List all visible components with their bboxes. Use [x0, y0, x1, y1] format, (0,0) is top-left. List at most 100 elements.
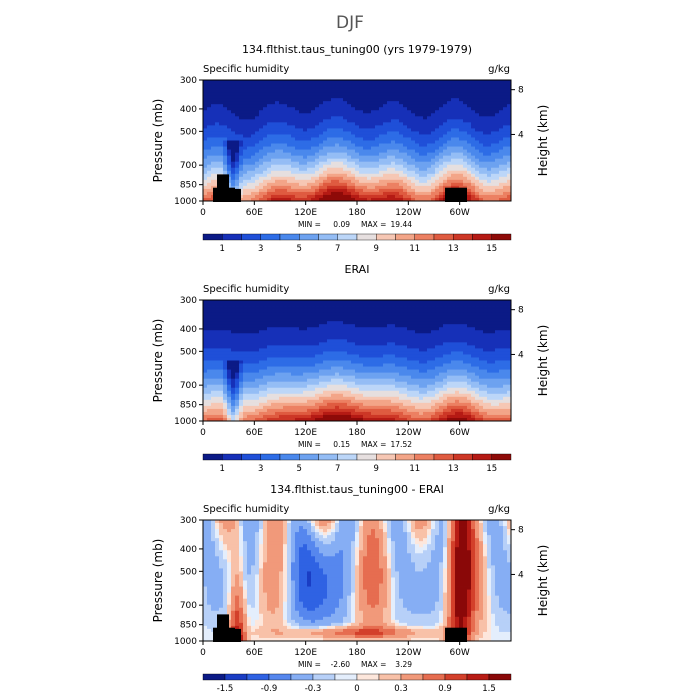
- field-cell: [327, 104, 332, 108]
- field-cell: [347, 315, 352, 319]
- field-cell: [387, 128, 392, 132]
- field-cell: [219, 402, 224, 407]
- terrain-block: [235, 188, 241, 202]
- field-cell: [235, 137, 240, 141]
- field-cell: [335, 408, 340, 413]
- field-cell: [295, 312, 300, 316]
- field-cell: [307, 375, 312, 380]
- field-cell: [379, 134, 384, 138]
- field-cell: [331, 185, 336, 190]
- field-cell: [283, 191, 288, 196]
- field-cell: [323, 363, 328, 367]
- field-cell: [243, 110, 248, 114]
- field-cell: [235, 309, 240, 313]
- field-cell: [263, 390, 268, 395]
- field-cell: [503, 161, 508, 166]
- field-cell: [207, 321, 212, 325]
- field-cell: [219, 351, 224, 355]
- field-cell: [247, 321, 252, 325]
- field-cell: [339, 146, 344, 150]
- field-cell: [203, 173, 208, 178]
- field-cell: [423, 188, 428, 193]
- field-cell: [271, 194, 276, 199]
- field-cell: [331, 188, 336, 193]
- field-cell: [359, 194, 364, 199]
- field-cell: [223, 131, 228, 135]
- field-cell: [347, 182, 352, 187]
- field-cell: [491, 185, 496, 190]
- field-cell: [407, 164, 412, 169]
- field-cell: [211, 92, 216, 96]
- field-cell: [279, 161, 284, 166]
- field-cell: [259, 327, 264, 331]
- field-cell: [323, 387, 328, 392]
- field-cell: [263, 387, 268, 392]
- field-cell: [487, 95, 492, 99]
- field-cell: [287, 116, 292, 120]
- field-cell: [323, 197, 328, 202]
- field-cell: [247, 303, 252, 307]
- field-cell: [487, 128, 492, 132]
- field-cell: [483, 119, 488, 123]
- field-cell: [227, 393, 232, 398]
- field-cell: [275, 378, 280, 383]
- field-cell: [303, 182, 308, 187]
- field-cell: [331, 390, 336, 395]
- field-cell: [307, 345, 312, 349]
- field-cell: [223, 336, 228, 340]
- field-cell: [463, 152, 468, 157]
- field-cell: [419, 188, 424, 193]
- field-cell: [275, 113, 280, 117]
- field-cell: [427, 110, 432, 114]
- field-cell: [375, 191, 380, 196]
- field-cell: [287, 80, 292, 84]
- field-cell: [259, 306, 264, 310]
- field-cell: [235, 158, 240, 163]
- field-cell: [239, 360, 244, 364]
- field-cell: [415, 122, 420, 126]
- field-cell: [323, 140, 328, 144]
- field-cell: [351, 345, 356, 349]
- field-cell: [215, 170, 220, 175]
- field-cell: [387, 176, 392, 181]
- field-cell: [251, 179, 256, 184]
- field-cell: [319, 372, 324, 377]
- field-cell: [271, 366, 276, 370]
- field-cell: [383, 185, 388, 190]
- field-cell: [275, 179, 280, 184]
- field-cell: [275, 396, 280, 401]
- field-cell: [275, 384, 280, 389]
- field-cell: [219, 128, 224, 132]
- field-cell: [379, 143, 384, 147]
- field-cell: [203, 125, 208, 129]
- field-cell: [459, 80, 464, 84]
- field-cell: [435, 188, 440, 193]
- field-cell: [355, 101, 360, 105]
- field-cell: [327, 179, 332, 184]
- field-cell: [439, 125, 444, 129]
- field-cell: [359, 89, 364, 93]
- field-cell: [319, 348, 324, 352]
- field-cell: [319, 411, 324, 416]
- field-cell: [339, 354, 344, 358]
- field-cell: [347, 89, 352, 93]
- field-cell: [391, 149, 396, 153]
- field-cell: [263, 104, 268, 108]
- field-cell: [251, 107, 256, 111]
- field-cell: [275, 363, 280, 367]
- field-cell: [339, 375, 344, 380]
- field-cell: [479, 86, 484, 90]
- field-cell: [295, 303, 300, 307]
- field-cell: [367, 345, 372, 349]
- field-cell: [311, 399, 316, 404]
- field-cell: [423, 194, 428, 199]
- field-cell: [507, 170, 512, 175]
- field-cell: [291, 330, 296, 334]
- field-cell: [255, 303, 260, 307]
- field-cell: [275, 417, 280, 422]
- field-cell: [407, 98, 412, 102]
- field-cell: [255, 333, 260, 337]
- field-cell: [203, 83, 208, 87]
- field-cell: [283, 360, 288, 364]
- field-cell: [423, 92, 428, 96]
